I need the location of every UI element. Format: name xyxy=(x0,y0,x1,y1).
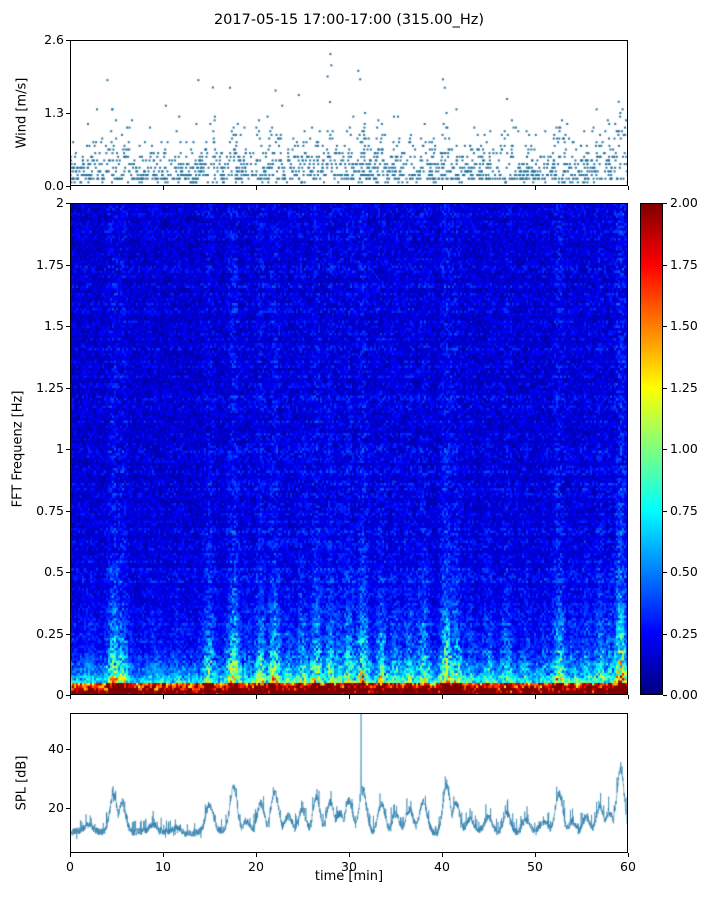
wind-x-tick xyxy=(628,186,629,190)
spectrogram-y-tick-label: 1.75 xyxy=(36,257,64,272)
x-tick-label: 20 xyxy=(248,859,264,874)
spectrogram-y-tick-label: 0.5 xyxy=(44,564,64,579)
x-tick-label: 40 xyxy=(434,859,450,874)
colorbar-tick-label: 0.00 xyxy=(670,687,698,702)
spectrogram-y-tick xyxy=(66,388,70,389)
x-axis-label: time [min] xyxy=(314,869,384,884)
spl-x-tick xyxy=(163,853,164,857)
wind-y-tick-label: 0.0 xyxy=(44,178,64,193)
colorbar-tick-label: 1.75 xyxy=(670,257,698,272)
spectrogram-y-tick-label: 1.25 xyxy=(36,380,64,395)
wind-y-tick xyxy=(66,186,70,187)
spl-x-tick xyxy=(442,853,443,857)
colorbar-tick-label: 2.00 xyxy=(670,195,698,210)
colorbar-tick xyxy=(663,203,667,204)
wind-y-tick xyxy=(66,40,70,41)
colorbar-tick-label: 0.75 xyxy=(670,503,698,518)
wind-y-tick-label: 2.6 xyxy=(44,32,64,47)
spectrogram-canvas xyxy=(70,203,628,695)
spectrogram-y-tick xyxy=(66,634,70,635)
wind-x-tick xyxy=(535,186,536,190)
spectrogram-y-tick xyxy=(66,326,70,327)
colorbar-tick-label: 1.00 xyxy=(670,441,698,456)
spectrogram-y-tick xyxy=(66,695,70,696)
spectrogram-x-tick xyxy=(628,695,629,699)
colorbar-tick xyxy=(663,634,667,635)
spectrogram-y-tick xyxy=(66,572,70,573)
spl-x-tick xyxy=(628,853,629,857)
colorbar-tick-label: 0.25 xyxy=(670,626,698,641)
wind-x-tick xyxy=(163,186,164,190)
spectrogram-y-tick xyxy=(66,449,70,450)
spectrogram-y-tick xyxy=(66,203,70,204)
wind-x-tick xyxy=(349,186,350,190)
spl-x-tick xyxy=(535,853,536,857)
colorbar-tick xyxy=(663,449,667,450)
colorbar-canvas xyxy=(640,203,663,695)
spl-y-tick-label: 20 xyxy=(48,800,64,815)
colorbar-tick xyxy=(663,511,667,512)
spectrogram-y-tick xyxy=(66,265,70,266)
spectrogram-x-tick xyxy=(535,695,536,699)
colorbar-tick-label: 1.25 xyxy=(670,380,698,395)
spectrogram-y-tick-label: 0.75 xyxy=(36,503,64,518)
spl-y-tick xyxy=(66,749,70,750)
spl-x-tick xyxy=(349,853,350,857)
x-tick-label: 30 xyxy=(341,859,357,874)
spectrogram-y-tick-label: 1 xyxy=(56,441,64,456)
colorbar-tick xyxy=(663,265,667,266)
spectrogram-x-tick xyxy=(256,695,257,699)
spl-x-tick xyxy=(70,853,71,857)
colorbar-tick xyxy=(663,695,667,696)
spl-x-tick xyxy=(256,853,257,857)
wind-x-tick xyxy=(256,186,257,190)
spectrogram-y-tick-label: 0.25 xyxy=(36,626,64,641)
wind-y-tick xyxy=(66,113,70,114)
x-tick-label: 0 xyxy=(66,859,74,874)
x-tick-label: 60 xyxy=(620,859,636,874)
colorbar-tick-label: 0.50 xyxy=(670,564,698,579)
x-tick-label: 10 xyxy=(155,859,171,874)
spectrogram-y-tick-label: 2 xyxy=(56,195,64,210)
spectrogram-x-tick xyxy=(70,695,71,699)
colorbar-tick-label: 1.50 xyxy=(670,318,698,333)
spl-y-tick-label: 40 xyxy=(48,741,64,756)
wind-x-tick xyxy=(70,186,71,190)
spectrogram-x-tick xyxy=(442,695,443,699)
spl-y-tick xyxy=(66,808,70,809)
spectrogram-y-tick-label: 0 xyxy=(56,687,64,702)
x-tick-label: 50 xyxy=(527,859,543,874)
spectrogram-x-tick xyxy=(349,695,350,699)
colorbar-tick xyxy=(663,572,667,573)
spectrogram-y-tick-label: 1.5 xyxy=(44,318,64,333)
wind-scatter-canvas xyxy=(70,40,628,186)
colorbar-tick xyxy=(663,388,667,389)
figure-title: 2017-05-15 17:00-17:00 (315.00_Hz) xyxy=(213,12,485,28)
colorbar-tick xyxy=(663,326,667,327)
spl-line-canvas xyxy=(70,713,628,853)
spectrogram-y-tick xyxy=(66,511,70,512)
wind-y-tick-label: 1.3 xyxy=(44,105,64,120)
spectrogram-x-tick xyxy=(163,695,164,699)
wind-x-tick xyxy=(442,186,443,190)
